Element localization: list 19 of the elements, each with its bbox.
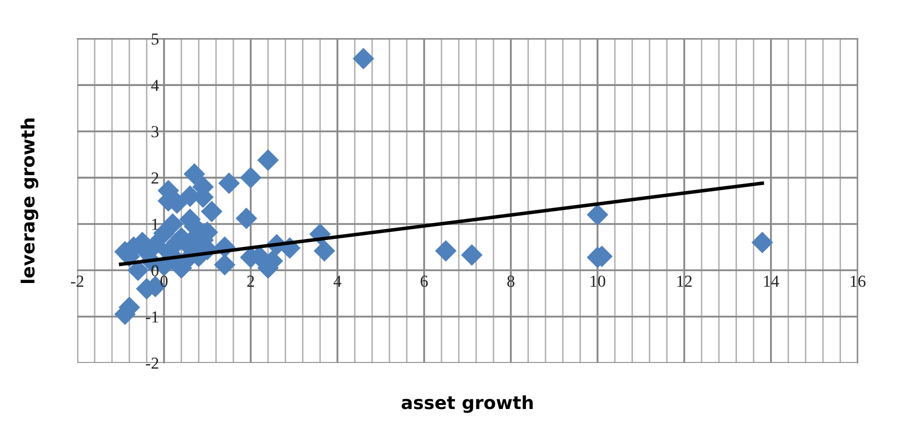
x-tick-label: 12 [677, 276, 692, 287]
x-tick-label: 10 [590, 276, 606, 287]
y-tick-label: 2 [152, 172, 158, 184]
y-axis-title: leverage growth [20, 118, 38, 283]
y-tick-label: 4 [151, 80, 159, 91]
x-axis-title: asset growth [402, 395, 533, 413]
x-tick-label: 4 [334, 276, 342, 287]
x-tick-label: 2 [247, 276, 254, 287]
y-tick-label: -2 [146, 358, 158, 369]
x-tick-label: 0 [160, 276, 168, 287]
y-tick-label: 1 [152, 218, 158, 230]
y-tick-label: -1 [146, 311, 158, 322]
x-tick-label: 6 [420, 276, 428, 287]
x-tick-label: 14 [764, 276, 780, 287]
x-tick-label: 16 [850, 276, 866, 287]
x-tick-label: -2 [70, 276, 84, 287]
x-tick-label: 8 [507, 276, 514, 287]
y-tick-label: 5 [152, 34, 159, 45]
y-tick-label: 3 [152, 126, 159, 138]
